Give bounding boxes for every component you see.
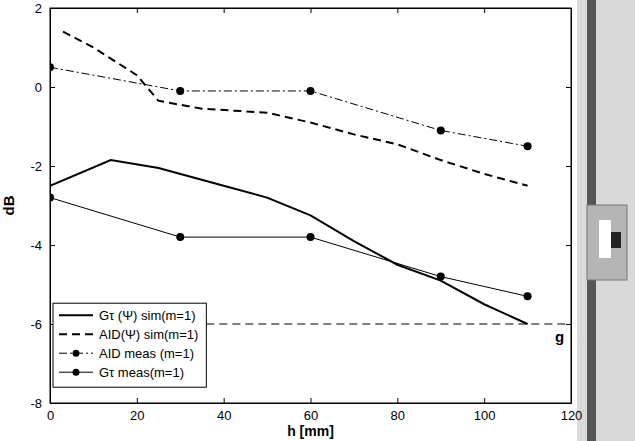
legend-swatch — [59, 314, 93, 316]
legend-swatch — [59, 333, 93, 335]
tick-mark — [566, 87, 571, 88]
legend-marker — [73, 350, 80, 357]
tick — [311, 8, 312, 13]
tick-mark — [484, 8, 485, 13]
tick: 80 — [391, 398, 405, 423]
tick — [566, 245, 571, 246]
legend-box — [53, 303, 206, 387]
tick-mark — [50, 166, 55, 167]
series-marker — [50, 194, 54, 202]
x-axis-top — [51, 8, 572, 13]
tick: 0 — [35, 80, 55, 95]
series-line — [63, 32, 528, 186]
tick-mark — [311, 398, 312, 403]
series-line — [50, 160, 528, 324]
series-marker — [307, 87, 315, 95]
tick-label: 60 — [304, 408, 318, 423]
tick-mark — [50, 87, 55, 88]
tick-label: 40 — [217, 408, 231, 423]
tick: 20 — [130, 398, 144, 423]
tick: 40 — [217, 398, 231, 423]
tick-mark — [311, 8, 312, 13]
series-marker — [50, 63, 54, 71]
tick — [137, 8, 138, 13]
series-line — [50, 67, 528, 146]
plot: 0 20 40 60 80 100 120 -8 -6 -4 -2 0 2 g Gτ (Ψ) sim(m=1… — [30, 1, 582, 424]
x-axis: 0 20 40 60 80 100 120 — [47, 398, 582, 423]
x-axis-title: h [mm] — [287, 423, 334, 439]
tick-label: 20 — [130, 408, 144, 423]
reference-label: g — [555, 328, 564, 345]
series-marker — [437, 273, 445, 281]
marks — [50, 32, 571, 324]
tick-mark — [484, 398, 485, 403]
tick-label: 120 — [561, 408, 583, 423]
tick-label: -6 — [30, 317, 42, 332]
tick-label: 80 — [391, 408, 405, 423]
tick-mark — [566, 245, 571, 246]
series-marker — [307, 233, 315, 241]
tick — [224, 8, 225, 13]
reference-line — [206, 323, 571, 324]
tick-label: 100 — [474, 408, 496, 423]
tick — [397, 8, 398, 13]
plot-area — [50, 8, 571, 403]
tick-label: -8 — [30, 396, 42, 411]
tick — [566, 87, 571, 88]
y-axis: -8 -6 -4 -2 0 2 — [30, 1, 55, 411]
photo-ground — [577, 0, 635, 441]
tick-mark — [224, 8, 225, 13]
legend-label: Gτ (Ψ) sim(m=1) — [99, 308, 196, 323]
frame — [50, 8, 571, 403]
series-marker — [437, 126, 445, 134]
tick-mark — [50, 245, 55, 246]
legend-marker — [73, 369, 80, 376]
tick-mark — [137, 398, 138, 403]
tick: 100 — [474, 398, 496, 423]
series-marker — [176, 87, 184, 95]
series-marker — [524, 142, 532, 150]
series-marker — [524, 292, 532, 300]
tick-mark — [224, 398, 225, 403]
series-marker — [176, 233, 184, 241]
tick: -4 — [30, 238, 55, 253]
photo-slot — [599, 220, 611, 258]
tick-label: 0 — [35, 80, 42, 95]
y-axis-title: dB — [0, 195, 17, 215]
tick: -2 — [30, 159, 55, 174]
tick-label: -2 — [30, 159, 42, 174]
series-line — [50, 198, 528, 297]
legend-label: AID(Ψ) sim(m=1) — [99, 327, 198, 342]
chart: 0 20 40 60 80 100 120 -8 -6 -4 -2 0 2 g Gτ (Ψ) sim(m=1… — [0, 0, 635, 441]
tick-label: 0 — [47, 408, 54, 423]
tick: 60 — [304, 398, 318, 423]
photo — [577, 0, 635, 441]
tick-label: 2 — [35, 1, 42, 16]
tick-mark — [137, 8, 138, 13]
tick-mark — [397, 8, 398, 13]
tick-mark — [566, 324, 571, 325]
tick — [484, 8, 485, 13]
photo-chip — [611, 232, 621, 248]
legend-label: AID meas (m=1) — [99, 346, 194, 361]
tick — [566, 166, 571, 167]
tick: -6 — [30, 317, 55, 332]
tick-mark — [397, 398, 398, 403]
tick-label: -4 — [30, 238, 42, 253]
legend-label: Gτ meas(m=1) — [99, 365, 184, 380]
tick-mark — [566, 166, 571, 167]
legend: Gτ (Ψ) sim(m=1) AID(Ψ) sim(m=1) AID meas (… — [53, 303, 206, 387]
tick — [566, 324, 571, 325]
photo-plate — [587, 205, 627, 280]
